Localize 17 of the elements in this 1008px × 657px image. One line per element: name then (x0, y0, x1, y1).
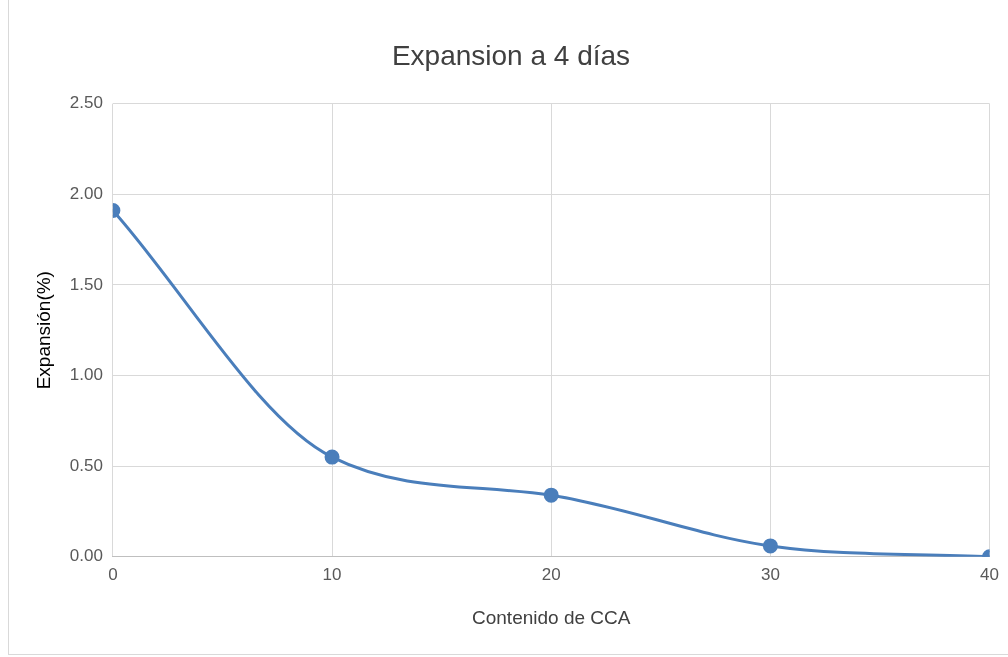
y-tick-label: 2.50 (69, 93, 103, 113)
x-tick-label: 10 (322, 564, 342, 584)
y-tick-label: 0.00 (69, 546, 103, 566)
x-tick-label: 20 (541, 564, 561, 584)
point (762, 538, 778, 554)
x-tick-label: 0 (108, 564, 118, 584)
y-tick-label: 0.50 (69, 455, 103, 475)
y-tick-label: 1.00 (69, 365, 103, 385)
y-tick-label: 2.00 (69, 183, 103, 203)
x-axis-title: Contenido de CCA (472, 606, 631, 628)
x-tick-label: 30 (760, 564, 780, 584)
chart-title: Expansion a 4 días (391, 39, 631, 71)
y-axis-title: Expansión(%) (32, 271, 54, 390)
point (543, 487, 559, 503)
point (324, 449, 340, 465)
x-tick-label: 40 (980, 564, 1000, 584)
y-tick-label: 1.50 (69, 274, 103, 294)
